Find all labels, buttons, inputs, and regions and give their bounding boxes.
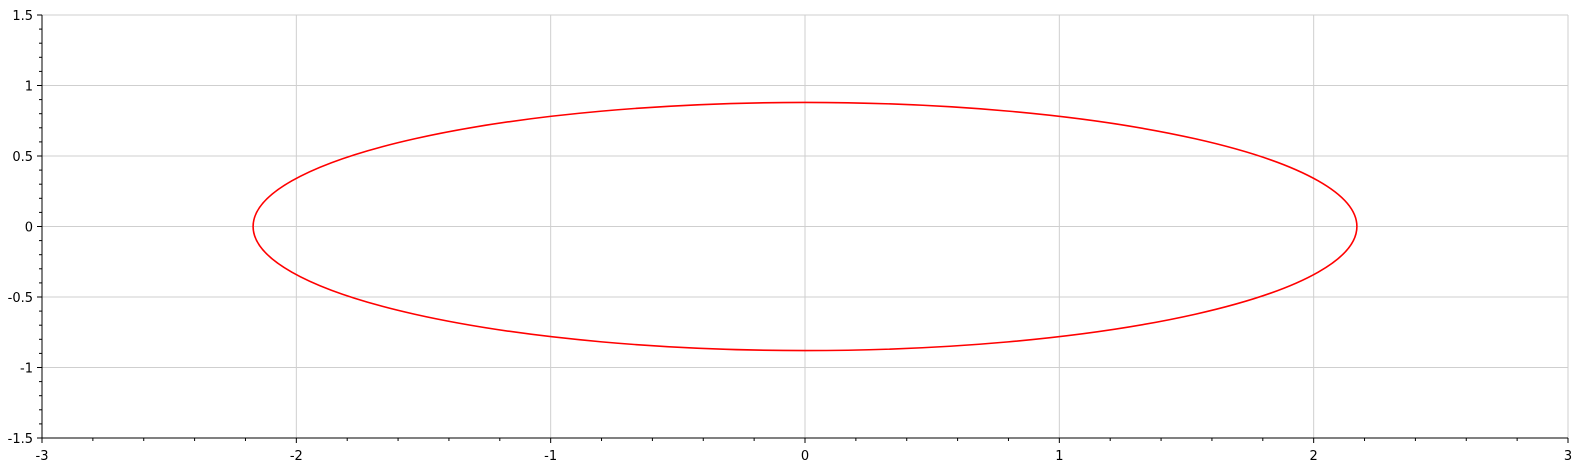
y-tick-label: 1 [25,80,33,95]
y-tick-label: 0 [25,221,33,236]
tick-labels: -3 -2 -1 0 1 2 3 1.5 1 0.5 0 -0.5 -1 -1.5 [8,9,1573,464]
x-tick-label: 2 [1310,449,1318,464]
x-tick-label: 0 [801,449,809,464]
y-tick-label: -0.5 [8,291,33,306]
axes [37,14,1569,443]
x-tick-label: 3 [1564,449,1572,464]
x-tick-label: -1 [544,449,557,464]
x-tick-label: -3 [36,449,49,464]
ellipse-curve [252,101,1358,352]
y-tick-label: -1.5 [8,432,33,447]
y-tick-label: -1 [20,362,33,377]
y-tick-label: 0.5 [12,150,33,165]
series-layer [252,101,1358,352]
y-tick-label: 1.5 [12,9,33,24]
grid [42,14,1569,438]
x-tick-label: -2 [290,449,303,464]
x-tick-label: 1 [1055,449,1063,464]
